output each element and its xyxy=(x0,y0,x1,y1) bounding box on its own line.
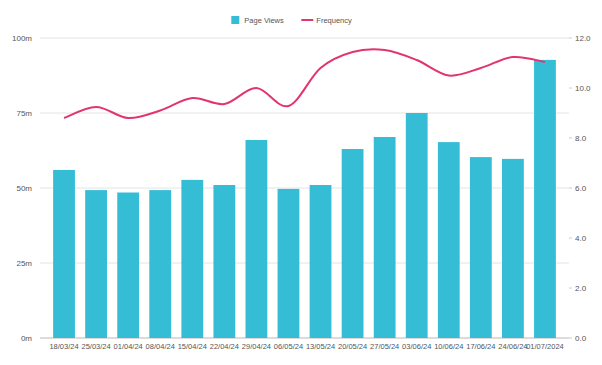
y2-tick xyxy=(569,188,572,189)
y2-tick-label: 8.0 xyxy=(575,134,587,143)
y2-tick xyxy=(569,288,572,289)
x-tick-label: 22/04/24 xyxy=(210,342,239,351)
y-tick-label: 0m xyxy=(21,334,32,343)
x-tick-label: 08/04/24 xyxy=(146,342,175,351)
y2-tick-label: 12.0 xyxy=(575,34,591,43)
x-tick-label: 25/03/24 xyxy=(81,342,110,351)
y-tick-label: 50m xyxy=(16,184,32,193)
x-tick-label: 18/03/24 xyxy=(49,342,78,351)
bar xyxy=(374,137,396,338)
chart-svg: 0m 25m 50m 75m 100m 0.0 2.0 4.0 6.0 8.0 10.0 12.0 18… xyxy=(0,0,602,365)
x-tick-label: 03/06/24 xyxy=(402,342,431,351)
bar xyxy=(502,159,524,338)
plot-area xyxy=(53,49,556,338)
y-tick-label: 100m xyxy=(12,34,32,43)
x-tick-label: 10/06/24 xyxy=(434,342,463,351)
legend-swatch xyxy=(231,16,239,24)
legend-label: Page Views xyxy=(244,16,284,25)
y2-tick xyxy=(569,38,572,39)
bar xyxy=(406,113,428,338)
y2-tick-label: 6.0 xyxy=(575,184,587,193)
bar xyxy=(278,189,300,338)
x-tick-label: 13/05/24 xyxy=(306,342,335,351)
chart-container: 0m 25m 50m 75m 100m 0.0 2.0 4.0 6.0 8.0 10.0 12.0 18… xyxy=(0,0,602,365)
line xyxy=(64,49,545,118)
x-tick-label: 24/06/24 xyxy=(498,342,527,351)
x-tick-label: 27/05/24 xyxy=(370,342,399,351)
y-tick-label: 75m xyxy=(16,109,32,118)
legend-label: Frequency xyxy=(316,16,352,25)
bar xyxy=(470,157,492,338)
bar xyxy=(310,185,332,338)
grid-line xyxy=(40,38,569,39)
x-tick-label: 01/04/24 xyxy=(114,342,143,351)
y-tick-label: 25m xyxy=(16,259,32,268)
x-tick-label: 01/07/2024 xyxy=(526,342,564,351)
x-tick-label: 06/05/24 xyxy=(274,342,303,351)
y2-tick xyxy=(569,238,572,239)
legend-swatch xyxy=(301,19,313,21)
bar xyxy=(181,180,203,338)
y2-tick xyxy=(569,88,572,89)
bar xyxy=(534,60,556,338)
x-tick-label: 20/05/24 xyxy=(338,342,367,351)
y2-tick-label: 0.0 xyxy=(575,334,587,343)
x-tick-label: 17/06/24 xyxy=(466,342,495,351)
y2-tick xyxy=(569,338,572,339)
y2-tick xyxy=(569,138,572,139)
grid-line xyxy=(40,113,569,114)
legend: Page Views Frequency xyxy=(231,16,352,25)
bar xyxy=(213,185,235,338)
bar xyxy=(246,140,268,338)
x-tick-label: 15/04/24 xyxy=(178,342,207,351)
y2-tick-label: 2.0 xyxy=(575,284,587,293)
bar xyxy=(342,149,364,338)
y2-tick-label: 4.0 xyxy=(575,234,587,243)
bar xyxy=(53,170,75,338)
bar xyxy=(117,193,139,339)
bar xyxy=(149,190,171,338)
bar xyxy=(438,142,460,338)
x-tick-label: 29/04/24 xyxy=(242,342,271,351)
y2-tick-label: 10.0 xyxy=(575,84,591,93)
bar xyxy=(85,190,107,338)
